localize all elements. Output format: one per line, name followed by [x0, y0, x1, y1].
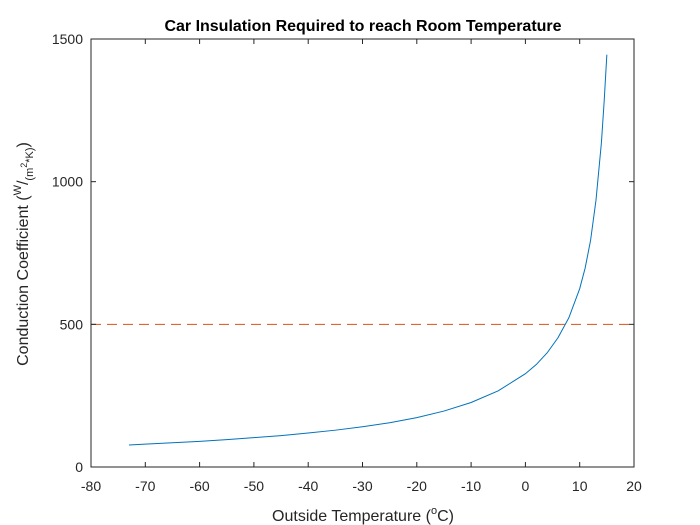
y-tick-label: 1500 — [52, 31, 83, 47]
y-tick-label: 1000 — [52, 174, 83, 190]
x-tick-label: -50 — [244, 478, 264, 494]
x-axis-label-degree: o — [431, 505, 437, 517]
y-axis-label-main: Conduction Coefficient ( — [15, 195, 32, 366]
y-axis-label-denominator: (m — [24, 168, 36, 181]
x-tick-label: -20 — [407, 478, 427, 494]
y-axis-ticks: 0 500 1000 1500 — [52, 31, 634, 475]
y-axis-label-denominator-exponent: 2 — [19, 163, 29, 168]
y-tick-label: 0 — [75, 459, 83, 475]
chart-title: Car Insulation Required to reach Room Te… — [164, 18, 561, 35]
x-tick-label: -40 — [298, 478, 318, 494]
x-tick-label: -30 — [352, 478, 372, 494]
x-tick-label: 20 — [626, 478, 642, 494]
y-axis-label-close: ) — [15, 142, 32, 147]
x-tick-label: -10 — [461, 478, 481, 494]
x-tick-label: -60 — [189, 478, 209, 494]
y-tick-label: 500 — [60, 316, 84, 332]
x-axis-label-unit: C) — [437, 508, 454, 525]
x-tick-label: 10 — [572, 478, 588, 494]
x-axis-label: Outside Temperature (oC) — [272, 505, 454, 525]
y-axis-label: Conduction Coefficient (W/(m2*K)) — [12, 142, 36, 366]
x-tick-label: -70 — [135, 478, 155, 494]
y-axis-label-slash: / — [15, 180, 32, 185]
x-tick-label: 0 — [522, 478, 530, 494]
y-axis-label-denominator-end: *K) — [24, 147, 36, 162]
y-axis-label-numerator: W — [12, 184, 24, 195]
x-axis-ticks: -80 -70 -60 -50 -40 -30 -20 -10 0 10 20 — [81, 39, 642, 494]
series-layer — [91, 54, 634, 446]
x-tick-label: -80 — [81, 478, 101, 494]
curve-series — [128, 54, 608, 446]
x-axis-label-main: Outside Temperature ( — [272, 508, 432, 525]
